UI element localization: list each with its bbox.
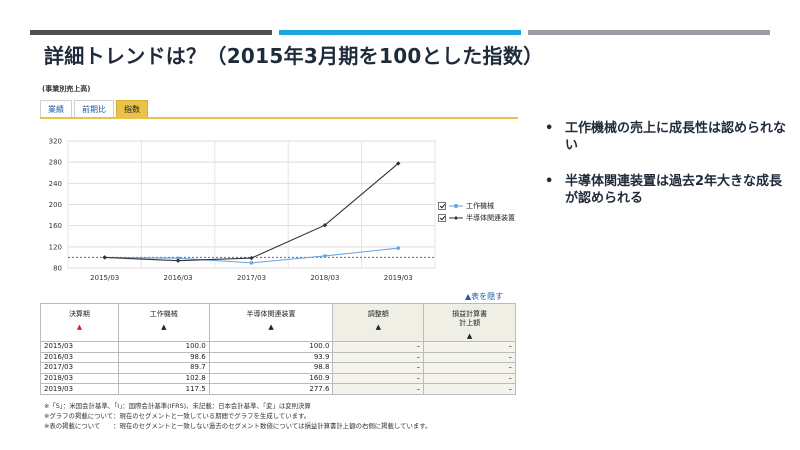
series-point-1 bbox=[322, 222, 328, 228]
header-bar-blue bbox=[279, 30, 521, 35]
table-cell: 100.0 bbox=[208, 341, 334, 353]
table-cell: – bbox=[332, 351, 425, 364]
table-cell: 2017/03 bbox=[40, 362, 119, 374]
tab-yoy[interactable]: 前期比 bbox=[74, 100, 114, 118]
table-cell: – bbox=[423, 362, 516, 374]
table-cell: 160.9 bbox=[208, 372, 334, 385]
y-tick-label: 200 bbox=[49, 201, 62, 209]
table-cell: 117.5 bbox=[117, 383, 210, 395]
legend-label-semiconductor: 半導体関連装置 bbox=[466, 214, 515, 222]
col-header-machine-tools[interactable]: 工作機械 ▲ bbox=[117, 303, 210, 342]
legend-label-machine-tools: 工作機械 bbox=[466, 202, 494, 210]
sort-asc-icon[interactable]: ▲ bbox=[161, 323, 167, 331]
panel-label: (事業別売上高) bbox=[42, 85, 91, 93]
header-bar-dark bbox=[30, 30, 272, 35]
table-row: 2015/03 100.0 100.0– – bbox=[40, 341, 516, 353]
tab-index[interactable]: 指数 bbox=[116, 100, 148, 118]
tab-underline bbox=[40, 117, 518, 119]
series-point-1 bbox=[175, 258, 181, 263]
table-row: 2017/03 89.7 98.8– – bbox=[40, 362, 516, 374]
tab-bar: 業績 前期比 指数 bbox=[40, 100, 150, 118]
legend-item-semiconductor[interactable]: 半導体関連装置 bbox=[438, 212, 515, 224]
table-cell: – bbox=[332, 372, 425, 385]
footnotes: ※「S」：米国会計基準、「I」：国際会計基準(IFRS)、未記載：日本会計基準、… bbox=[44, 401, 431, 431]
table-cell: 102.8 bbox=[117, 372, 210, 385]
table-cell: 93.9 bbox=[208, 351, 334, 364]
series-line-1 bbox=[104, 163, 399, 262]
x-tick-label: 2015/03 bbox=[90, 274, 119, 282]
series-point-1 bbox=[396, 161, 401, 166]
col-header-semiconductor[interactable]: 半導体関連装置 ▲ bbox=[208, 303, 334, 342]
x-tick-label: 2019/03 bbox=[384, 274, 413, 282]
series-point-0 bbox=[323, 254, 327, 258]
table-cell: – bbox=[332, 341, 425, 353]
table-row: 2016/03 98.6 93.9– – bbox=[40, 351, 516, 364]
footnote: ※表の掲載について ：現在のセグメントと一致しない過去のセグメント数値については… bbox=[44, 422, 432, 430]
col-header-adjustment[interactable]: 調整額 ▲ bbox=[332, 303, 425, 342]
table-cell: – bbox=[423, 351, 516, 364]
slide-title: 詳細トレンドは？（2015年3月期を100とした指数） bbox=[44, 44, 544, 68]
sort-asc-icon[interactable]: ▲ bbox=[268, 323, 274, 331]
chart-legend: 工作機械 半導体関連装置 bbox=[438, 200, 515, 224]
series-line-0 bbox=[104, 247, 399, 264]
col-header-period[interactable]: 決算期 ▲ bbox=[40, 303, 119, 342]
y-tick-label: 160 bbox=[49, 222, 62, 230]
col-header-pl-amount[interactable]: 損益計算書 計上額 ▲ bbox=[423, 303, 516, 342]
bullet-point: 工作機械の売上に成長性は認められない bbox=[545, 120, 790, 154]
table-cell: 100.0 bbox=[117, 341, 210, 353]
legend-checkbox-semiconductor[interactable] bbox=[438, 214, 446, 222]
table-cell: – bbox=[332, 362, 425, 374]
tab-results[interactable]: 業績 bbox=[40, 100, 72, 118]
series-point-0 bbox=[176, 256, 180, 260]
x-tick-label: 2017/03 bbox=[237, 274, 266, 282]
legend-swatch-semiconductor bbox=[449, 216, 463, 220]
table-cell: 277.6 bbox=[208, 383, 334, 395]
legend-swatch-machine-tools bbox=[449, 204, 463, 208]
table-cell: – bbox=[423, 383, 516, 395]
sort-asc-icon[interactable]: ▲ bbox=[466, 332, 473, 340]
table-cell: 2015/03 bbox=[40, 341, 119, 353]
bullet-point: 半導体関連装置は過去2年大きな成長が認められる bbox=[545, 173, 790, 207]
index-table: 決算期 ▲ 工作機械 ▲ 半導体関連装置 ▲ 調整額 ▲ 損益計算書 計上額 ▲ 2015/… bbox=[40, 303, 516, 395]
sort-asc-icon[interactable]: ▲ bbox=[375, 323, 381, 331]
table-cell: 2019/03 bbox=[40, 383, 119, 395]
table-cell: 98.8 bbox=[208, 362, 334, 374]
table-row: 2018/03 102.8 160.9– – bbox=[40, 372, 516, 385]
table-cell: – bbox=[332, 383, 425, 395]
x-tick-label: 2016/03 bbox=[164, 274, 193, 282]
hide-table-link[interactable]: ▲表を隠す bbox=[465, 292, 504, 301]
pl-header-label: 損益計算書 計上額 bbox=[452, 310, 488, 327]
x-tick-label: 2018/03 bbox=[310, 274, 339, 282]
legend-item-machine-tools[interactable]: 工作機械 bbox=[438, 200, 515, 212]
table-cell: – bbox=[423, 341, 516, 353]
table-cell: 2016/03 bbox=[40, 351, 119, 364]
y-tick-label: 280 bbox=[49, 159, 62, 167]
table-cell: – bbox=[423, 372, 516, 385]
footnote: ※「S」：米国会計基準、「I」：国際会計基準(IFRS)、未記載：日本会計基準、… bbox=[44, 402, 311, 410]
series-point-0 bbox=[249, 261, 254, 265]
y-tick-label: 240 bbox=[49, 180, 62, 188]
key-points: 工作機械の売上に成長性は認められない 半導体関連装置は過去2年大きな成長が認めら… bbox=[545, 120, 790, 226]
header-bar-grey bbox=[528, 30, 770, 35]
footnote: ※グラフの掲載について：現在のセグメントと一致している期間でグラフを生成していま… bbox=[44, 412, 311, 420]
sort-asc-icon[interactable]: ▲ bbox=[76, 323, 83, 331]
series-point-1 bbox=[249, 255, 254, 261]
index-line-chart: 80 120 160 200 240 280 320 2015/03 2016/03 2017/0… bbox=[49, 138, 436, 282]
series-point-1 bbox=[102, 255, 107, 260]
table-cell: 2018/03 bbox=[40, 372, 119, 385]
table-cell: 89.7 bbox=[117, 362, 210, 374]
series-point-0 bbox=[396, 246, 401, 250]
y-tick-label: 80 bbox=[53, 265, 62, 273]
y-tick-label: 120 bbox=[49, 243, 62, 251]
legend-checkbox-machine-tools[interactable] bbox=[438, 202, 446, 210]
table-row: 2019/03 117.5 277.6– – bbox=[40, 383, 516, 395]
y-tick-label: 320 bbox=[49, 138, 62, 146]
table-header-row: 決算期 ▲ 工作機械 ▲ 半導体関連装置 ▲ 調整額 ▲ 損益計算書 計上額 ▲ bbox=[40, 303, 516, 342]
table-cell: 98.6 bbox=[117, 351, 210, 364]
